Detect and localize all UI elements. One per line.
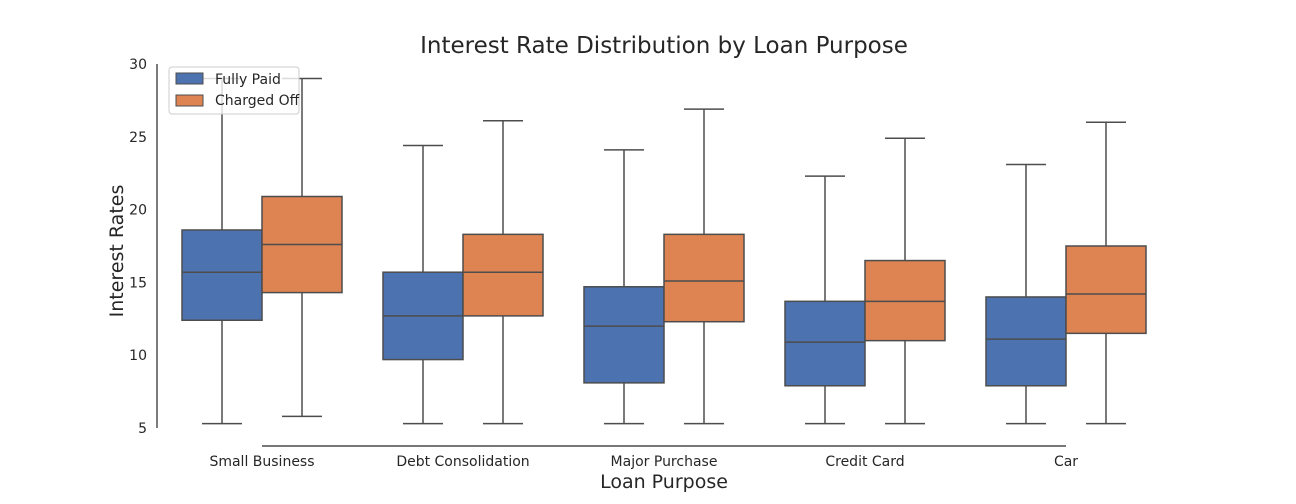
box-fully-paid [985,163,1067,425]
box-charged-off [864,137,946,425]
x-tick-label: Car [1054,454,1078,470]
plot-area [181,77,1147,425]
legend-swatch-fully-paid [175,72,204,85]
box-charged-off [1065,121,1147,425]
iqr-box [663,233,745,323]
x-tick-labels: Small Business Debt Consolidation Major Pu… [209,454,1078,470]
y-tick-label: 25 [129,130,147,146]
legend-label-charged-off: Charged Off [215,93,300,109]
iqr-box [784,300,866,387]
iqr-box [985,296,1067,387]
chart-title: Interest Rate Distribution by Loan Purpo… [420,33,908,59]
y-tick-labels: 5 10 15 20 25 30 [129,57,147,437]
iqr-box [462,233,544,317]
box-fully-paid [583,149,665,425]
legend-swatch-charged-off [175,94,204,107]
y-axis-label: Interest Rates [106,185,128,318]
box-fully-paid [784,175,866,425]
x-tick-label: Major Purchase [611,454,718,470]
box-fully-paid [382,144,464,425]
box-charged-off [663,108,745,425]
x-tick-label: Small Business [209,454,314,470]
y-tick-label: 15 [129,275,147,291]
box-charged-off [261,77,343,418]
iqr-box [583,286,665,384]
x-tick-label: Credit Card [825,454,904,470]
legend: Fully Paid Charged Off [168,66,300,115]
legend-label-fully-paid: Fully Paid [215,72,281,88]
x-tick-label: Debt Consolidation [396,454,529,470]
box-charged-off [462,120,544,425]
y-tick-label: 5 [138,421,147,437]
iqr-box [1065,245,1147,335]
box-fully-paid [181,77,263,425]
y-tick-label: 10 [129,348,147,364]
x-axis-label: Loan Purpose [600,471,728,493]
y-tick-label: 20 [129,203,147,219]
iqr-box [181,229,263,322]
y-tick-label: 30 [129,57,147,73]
